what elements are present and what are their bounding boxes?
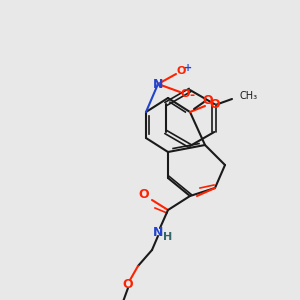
Text: O: O [180,89,190,99]
Text: +: + [184,63,192,73]
Text: N: N [153,226,163,239]
Text: H: H [164,232,172,242]
Text: O: O [210,98,220,110]
Text: N: N [153,77,163,91]
Text: O: O [176,66,186,76]
Text: -: - [189,88,195,101]
Text: O: O [123,278,133,292]
Text: O: O [139,188,149,202]
Text: CH₃: CH₃ [240,91,258,101]
Text: O: O [203,94,213,106]
